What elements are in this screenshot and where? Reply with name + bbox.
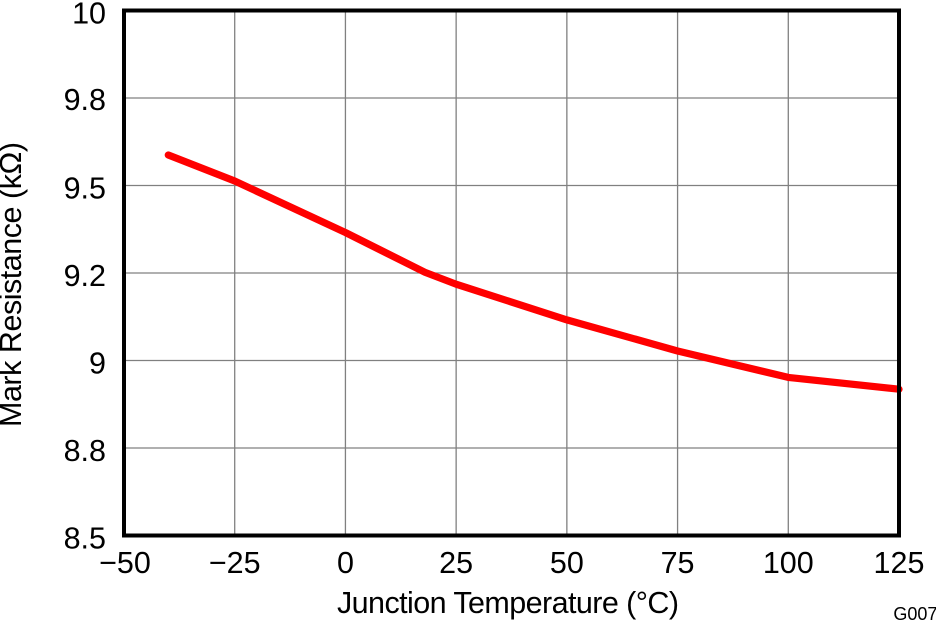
svg-text:10: 10 <box>72 0 106 30</box>
svg-text:75: 75 <box>661 546 695 580</box>
svg-text:100: 100 <box>763 546 814 580</box>
svg-text:9: 9 <box>89 347 106 381</box>
svg-text:−50: −50 <box>99 546 151 580</box>
svg-text:8.8: 8.8 <box>64 434 106 468</box>
svg-text:9.5: 9.5 <box>64 171 106 205</box>
svg-text:9.2: 9.2 <box>64 259 106 293</box>
svg-text:8.5: 8.5 <box>64 522 106 556</box>
svg-text:125: 125 <box>874 546 925 580</box>
svg-text:9.8: 9.8 <box>64 83 106 117</box>
svg-text:Mark Resistance (kΩ): Mark Resistance (kΩ) <box>0 142 28 427</box>
svg-text:25: 25 <box>439 546 473 580</box>
svg-text:50: 50 <box>550 546 584 580</box>
svg-text:Junction Temperature (°C): Junction Temperature (°C) <box>337 586 679 620</box>
svg-text:0: 0 <box>337 546 354 580</box>
svg-text:G007: G007 <box>893 604 936 620</box>
svg-text:−25: −25 <box>209 546 261 580</box>
